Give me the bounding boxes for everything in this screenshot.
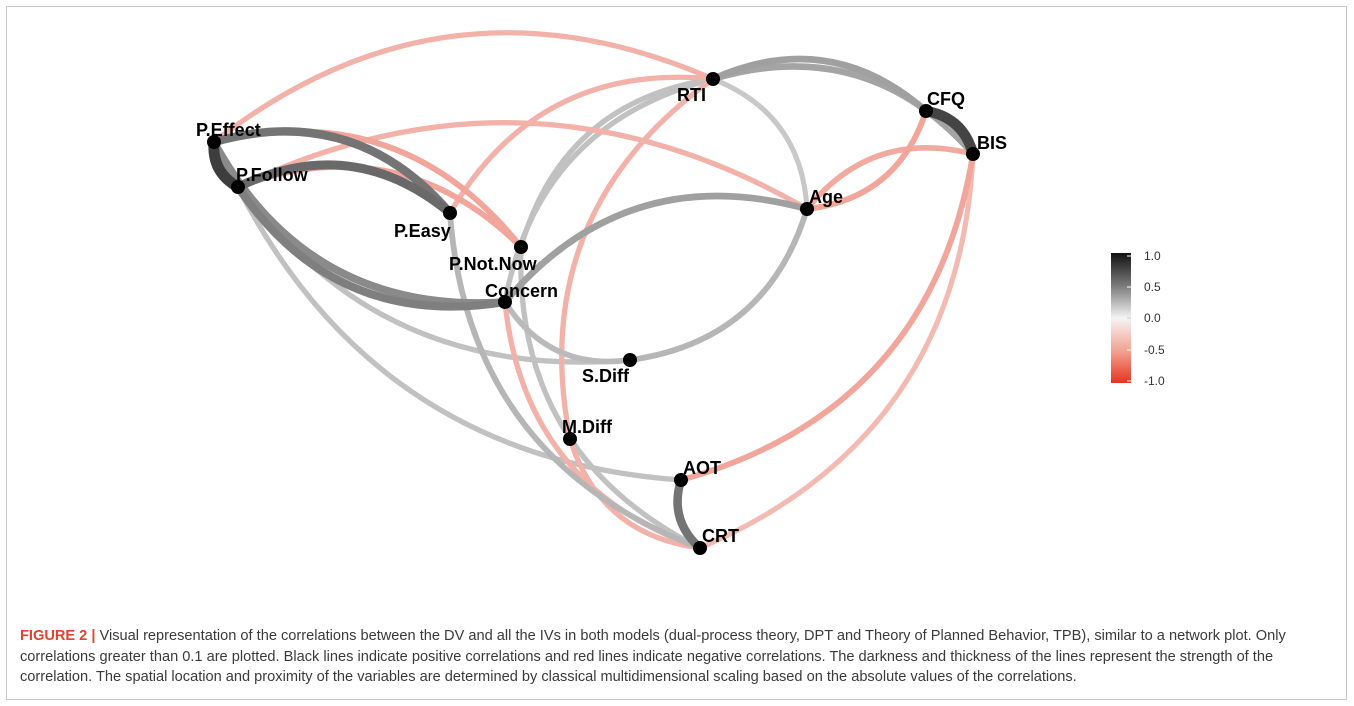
node-label: P.Easy (394, 221, 451, 241)
node-label: BIS (977, 133, 1007, 153)
node-label: P.Effect (196, 120, 261, 140)
variable-node (498, 295, 512, 309)
legend-tick-label: -1.0 (1144, 374, 1165, 388)
node-label: S.Diff (582, 366, 630, 386)
correlation-edge (211, 30, 716, 145)
correlation-edge (502, 76, 716, 305)
node-label: CFQ (927, 89, 965, 109)
correlation-edge (233, 160, 455, 218)
variable-node (514, 240, 528, 254)
variable-node (623, 353, 637, 367)
correlation-edge (447, 74, 716, 216)
correlation-edge (501, 192, 811, 306)
caption-separator: | (91, 628, 96, 644)
node-label: CRT (702, 526, 739, 546)
color-legend: 1.0 0.5 0.0 -0.5 -1.0 (1111, 249, 1165, 388)
legend-tick-label: -0.5 (1144, 343, 1165, 357)
variable-node (563, 432, 577, 446)
correlation-edge (678, 151, 976, 483)
correlation-edge (673, 475, 705, 553)
figure-label: FIGURE 2 (20, 628, 88, 644)
node-layer (207, 72, 980, 555)
node-label: P.Not.Now (449, 254, 538, 274)
label-layer: P.Effect P.Follow P.Easy P.Not.Now Concern S.… (196, 85, 1007, 546)
node-label: Age (809, 187, 843, 207)
variable-node (207, 135, 221, 149)
node-label: AOT (683, 458, 721, 478)
network-plot: P.Effect P.Follow P.Easy P.Not.Now Concern S.… (196, 30, 1165, 555)
variable-node (800, 202, 814, 216)
correlation-edge (567, 436, 703, 551)
correlation-edge (235, 184, 684, 483)
correlation-edge (710, 76, 810, 212)
variable-node (674, 473, 688, 487)
correlation-edge (627, 206, 810, 363)
correlation-edge (209, 127, 455, 218)
variable-node (231, 180, 245, 194)
correlation-edge (235, 120, 810, 212)
figure-caption: FIGURE 2 | Visual representation of the … (20, 626, 1338, 688)
variable-node (966, 147, 980, 161)
node-label: M.Diff (562, 417, 613, 437)
variable-node (443, 206, 457, 220)
node-label: RTI (677, 85, 706, 105)
correlation-edge (233, 182, 510, 311)
correlation-edge (518, 76, 716, 250)
correlation-edge (447, 210, 703, 551)
legend-tick-label: 1.0 (1144, 249, 1161, 263)
legend-tick-label: 0.5 (1144, 280, 1161, 294)
caption-text: Visual representation of the correlation… (20, 628, 1286, 685)
node-label: P.Follow (236, 165, 309, 185)
variable-node (693, 541, 707, 555)
correlation-edge (518, 244, 703, 551)
correlation-edge (804, 108, 929, 212)
edge-layer (208, 30, 979, 553)
legend-tick-label: 0.0 (1144, 311, 1161, 325)
node-label: Concern (485, 281, 558, 301)
correlation-edge (804, 145, 976, 212)
correlation-edge (709, 63, 977, 158)
legend-colorbar (1111, 253, 1131, 383)
variable-node (919, 104, 933, 118)
correlation-edge (709, 55, 930, 115)
variable-node (706, 72, 720, 86)
correlation-edge (502, 299, 633, 365)
correlation-edge (697, 151, 976, 551)
